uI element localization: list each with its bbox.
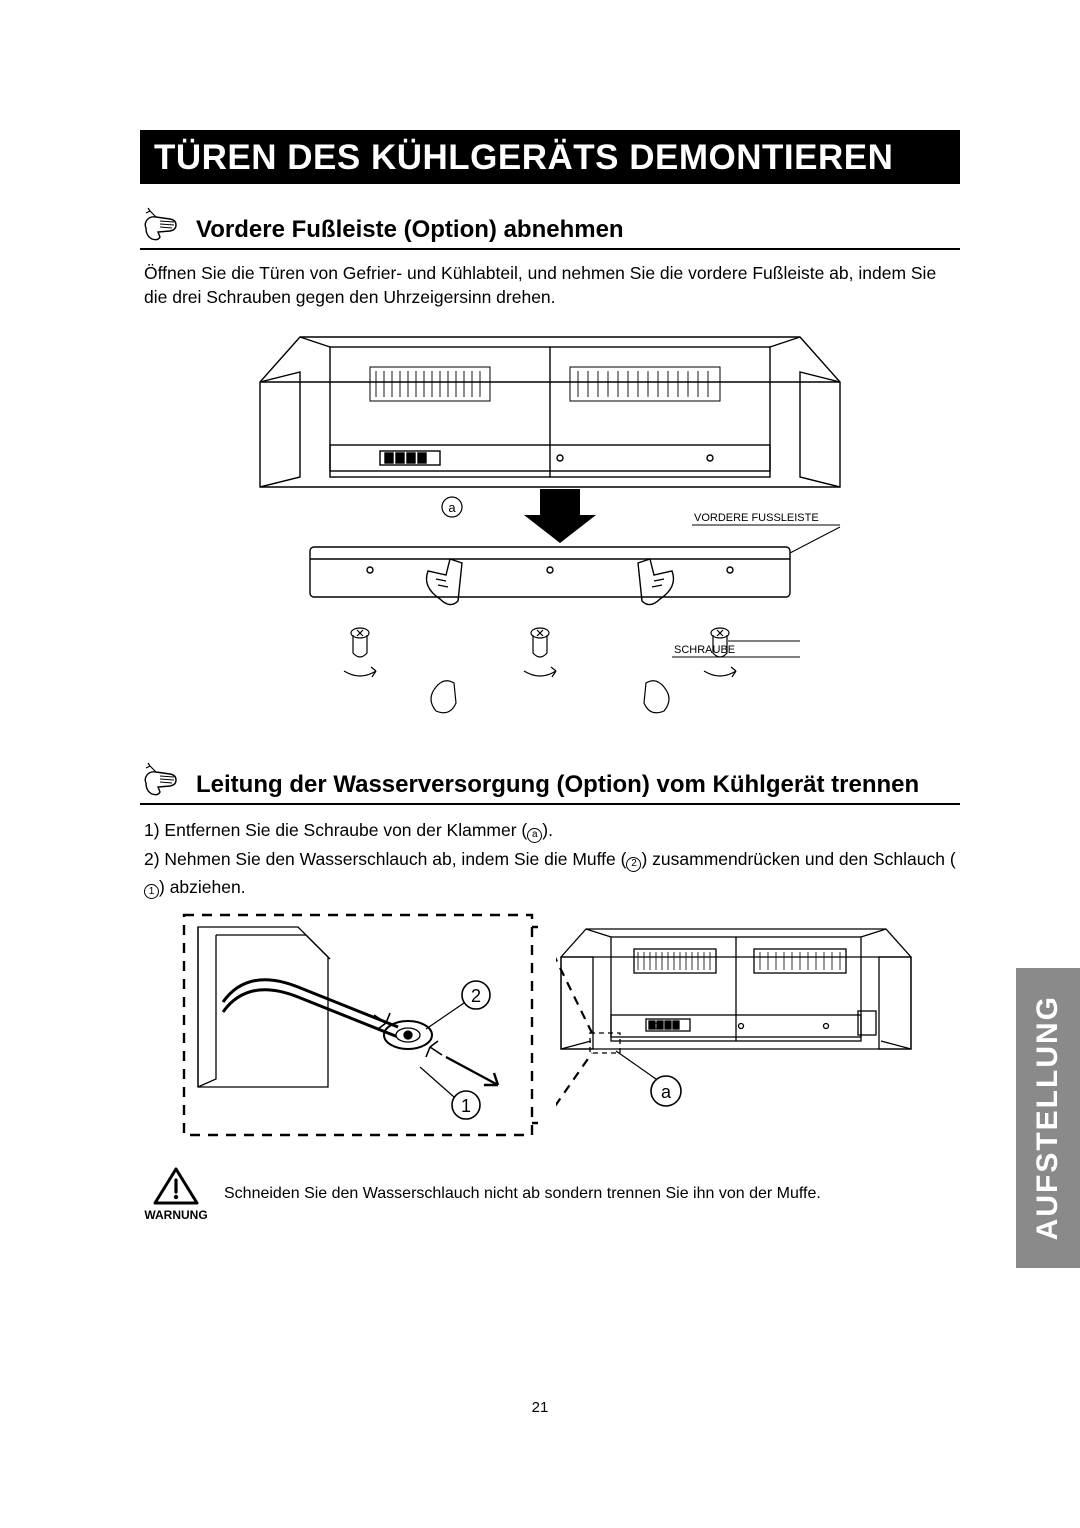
ref-2-icon: 2 [626, 857, 641, 872]
section-water-supply: Leitung der Wasserversorgung (Option) vo… [140, 761, 960, 1221]
section2-steps: 1) Entfernen Sie die Schraube von der Kl… [144, 817, 960, 900]
label-a: a [448, 500, 456, 515]
warning-icon-block: WARNUNG [144, 1166, 208, 1222]
step2-mid: ) zusammendrücken und den Schlauch ( [641, 849, 955, 869]
step1-prefix: 1) Entfernen Sie die Schraube von der Kl… [144, 820, 527, 840]
side-tab-label: AUFSTELLUNG [1031, 995, 1065, 1240]
section-body-text: Öffnen Sie die Türen von Gefrier- und Kü… [144, 262, 960, 309]
label-fussleiste: VORDERE FUSSLEISTE [694, 512, 819, 524]
step1-suffix: ). [542, 820, 553, 840]
pointing-hand-icon [140, 206, 182, 244]
step2-suffix: ) abziehen. [159, 877, 246, 897]
figure-footplate-diagram: a VORDERE FUSSLEISTE [240, 327, 860, 727]
side-tab: AUFSTELLUNG [1016, 968, 1080, 1268]
section-head: Vordere Fußleiste (Option) abnehmen [140, 206, 960, 250]
figure-water-detail: 2 1 [178, 907, 538, 1152]
warning-text: Schneiden Sie den Wasserschlauch nicht a… [224, 1185, 821, 1203]
figure2-container: 2 1 [178, 907, 960, 1152]
section-title-2: Leitung der Wasserversorgung (Option) vo… [196, 771, 960, 799]
page-title: TÜREN DES KÜHLGERÄTS DEMONTIEREN [140, 130, 960, 184]
callout-2: 2 [471, 986, 481, 1006]
ref-1-icon: 1 [144, 884, 159, 899]
warning-icon [152, 1166, 200, 1206]
warning-block: WARNUNG Schneiden Sie den Wasserschlauch… [144, 1166, 960, 1222]
step2-prefix: 2) Nehmen Sie den Wasserschlauch ab, ind… [144, 849, 626, 869]
section-head-2: Leitung der Wasserversorgung (Option) vo… [140, 761, 960, 805]
section-title: Vordere Fußleiste (Option) abnehmen [196, 216, 960, 244]
ref-a-icon: a [527, 828, 542, 843]
section-remove-footplate: Vordere Fußleiste (Option) abnehmen Öffn… [140, 206, 960, 727]
callout-a: a [661, 1082, 672, 1102]
pointing-hand-icon [140, 761, 182, 799]
label-schraube: SCHRAUBE [674, 644, 735, 656]
page-number: 21 [0, 1399, 1080, 1416]
figure-water-overview: a [556, 919, 916, 1124]
page-container: TÜREN DES KÜHLGERÄTS DEMONTIEREN Vordere… [0, 0, 1080, 1528]
warning-label: WARNUNG [144, 1208, 207, 1222]
callout-1: 1 [461, 1096, 471, 1116]
